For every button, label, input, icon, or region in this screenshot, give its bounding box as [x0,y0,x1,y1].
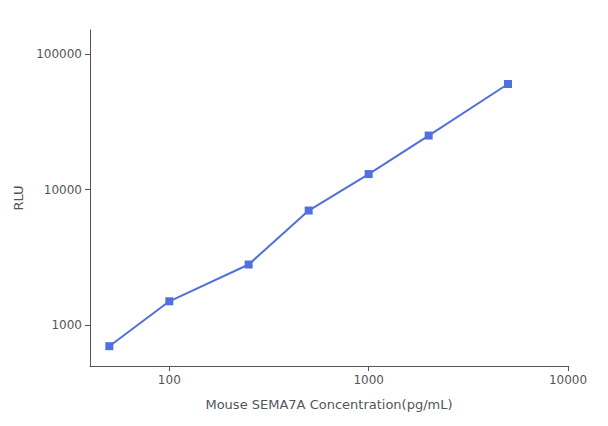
svg-text:1000: 1000 [353,373,384,387]
svg-text:100: 100 [158,373,181,387]
svg-text:1000: 1000 [51,318,82,332]
svg-text:10000: 10000 [549,373,587,387]
svg-text:10000: 10000 [44,183,82,197]
svg-text:Mouse SEMA7A Concentration(pg/: Mouse SEMA7A Concentration(pg/mL) [205,397,452,412]
svg-text:100000: 100000 [36,47,82,61]
svg-text:RLU: RLU [11,185,26,210]
